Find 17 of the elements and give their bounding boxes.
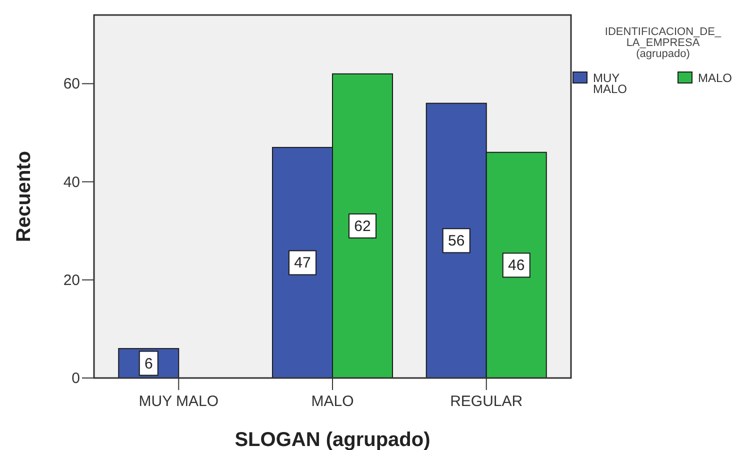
x-tick-label: REGULAR — [450, 393, 523, 410]
data-label: 62 — [354, 218, 371, 235]
data-label: 46 — [508, 257, 525, 274]
y-tick-label: 0 — [72, 370, 80, 387]
y-tick-label: 60 — [63, 76, 80, 93]
y-tick-label: 40 — [63, 174, 80, 191]
data-label: 56 — [448, 232, 465, 250]
y-axis-title: Recuento — [13, 150, 35, 242]
y-tick-label: 20 — [63, 272, 80, 289]
legend-label: MUY MALO — [593, 71, 628, 96]
x-tick-label: MUY MALO — [138, 393, 219, 410]
data-label: 47 — [294, 254, 311, 272]
x-tick-label: MALO — [311, 393, 354, 410]
x-axis-title: SLOGAN (agrupado) — [234, 429, 430, 450]
legend-title: IDENTIFICACION_DE_ LA_EMPRESA (agrupado) — [604, 26, 722, 60]
data-label: 6 — [144, 355, 153, 372]
legend-label: MALO — [698, 71, 732, 85]
